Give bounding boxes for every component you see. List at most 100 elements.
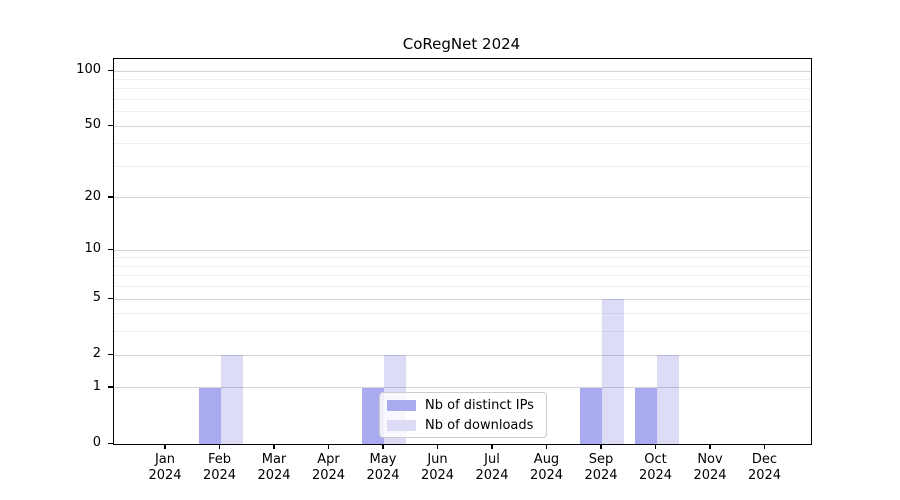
- x-tick-month: May: [369, 452, 397, 467]
- x-tick-mark: [491, 444, 493, 449]
- x-tick-month: Dec: [751, 452, 778, 467]
- x-tick-mark: [382, 444, 384, 449]
- bar-distinct-ips-sep: [580, 387, 602, 444]
- y-tick-label: 10: [84, 241, 101, 257]
- minor-gridline: [114, 165, 811, 167]
- legend-item-distinct-ips: Nb of distinct IPs: [387, 398, 539, 413]
- x-tick-label: May 2024: [348, 452, 418, 484]
- x-tick-mark: [654, 444, 657, 449]
- x-tick-month: Mar: [261, 452, 287, 467]
- y-tick-label: 50: [84, 117, 101, 133]
- y-tick-mark: [108, 69, 113, 71]
- minor-gridline: [114, 78, 811, 80]
- major-gridline: [114, 387, 811, 389]
- x-tick-mark: [709, 444, 711, 449]
- legend-label-downloads: Nb of downloads: [425, 417, 534, 433]
- x-tick-month: Nov: [697, 452, 723, 467]
- x-tick-month: Jun: [427, 452, 448, 467]
- minor-gridline: [114, 143, 811, 145]
- bar-distinct-ips-may: [362, 387, 384, 444]
- major-gridline: [114, 298, 811, 300]
- minor-gridline: [114, 313, 811, 315]
- x-tick-year: 2024: [693, 468, 727, 483]
- x-tick-year: 2024: [366, 468, 400, 483]
- minor-gridline: [114, 286, 811, 288]
- y-tick-label: 2: [92, 346, 101, 362]
- legend-label-distinct-ips: Nb of distinct IPs: [425, 397, 534, 413]
- x-tick-month: Jan: [154, 452, 176, 467]
- x-tick-year: 2024: [747, 468, 782, 483]
- x-tick-mark: [436, 444, 439, 449]
- legend-swatch-distinct-ips: [387, 399, 416, 411]
- y-tick-mark: [108, 196, 113, 198]
- x-tick-mark: [164, 444, 166, 449]
- y-tick-mark: [108, 248, 113, 250]
- y-tick-mark: [108, 386, 113, 388]
- x-tick-year: 2024: [638, 468, 673, 483]
- x-tick-month: Jul: [484, 452, 500, 467]
- bar-downloads-oct: [656, 355, 679, 444]
- y-tick-label: 0: [92, 434, 101, 450]
- minor-gridline: [114, 111, 811, 113]
- x-tick-label: Mar 2024: [239, 452, 309, 484]
- y-tick-mark: [108, 124, 113, 127]
- x-tick-label: Feb 2024: [185, 452, 255, 484]
- y-tick-label: 20: [84, 188, 101, 204]
- major-gridline: [114, 249, 811, 251]
- chart-title: CoRegNet 2024: [402, 35, 521, 53]
- y-tick-label: 1: [92, 378, 101, 394]
- legend-swatch-downloads: [387, 419, 416, 431]
- minor-gridline: [114, 88, 811, 90]
- minor-gridline: [114, 257, 811, 259]
- plot-area: Nb of distinct IPs Nb of downloads: [113, 58, 812, 445]
- bar-distinct-ips-feb: [198, 387, 221, 444]
- x-tick-label: Jul 2024: [457, 452, 527, 484]
- x-tick-year: 2024: [420, 468, 455, 483]
- legend-item-downloads: Nb of downloads: [387, 418, 539, 433]
- major-gridline: [114, 197, 811, 199]
- x-tick-year: 2024: [475, 468, 509, 483]
- x-tick-label: Aug 2024: [512, 452, 582, 484]
- x-tick-month: Aug: [533, 452, 560, 467]
- x-axis: Jan 2024 Feb 2024 Mar 2024 Apr 2024 May 2024 Jun 20…: [113, 444, 810, 500]
- x-tick-year: 2024: [148, 468, 182, 483]
- x-tick-mark: [763, 444, 766, 449]
- x-tick-mark: [327, 444, 330, 449]
- x-tick-year: 2024: [584, 468, 618, 483]
- x-tick-label: Jun 2024: [403, 452, 473, 484]
- legend: Nb of distinct IPs Nb of downloads: [379, 392, 547, 438]
- y-tick-label: 100: [76, 61, 101, 77]
- y-tick-label: 5: [92, 290, 101, 306]
- minor-gridline: [114, 275, 811, 277]
- x-tick-mark: [218, 444, 221, 449]
- x-tick-year: 2024: [311, 468, 346, 483]
- y-axis: 0 1 2 5 10 20 50 100: [0, 58, 113, 450]
- x-tick-label: Dec 2024: [730, 452, 800, 484]
- x-tick-mark: [545, 444, 548, 449]
- x-tick-label: Nov 2024: [675, 452, 745, 484]
- x-tick-year: 2024: [529, 468, 564, 483]
- minor-gridline: [114, 98, 811, 100]
- major-gridline: [114, 125, 811, 127]
- bar-distinct-ips-oct: [634, 387, 657, 444]
- x-tick-year: 2024: [257, 468, 291, 483]
- bar-downloads-sep: [602, 299, 624, 444]
- x-tick-year: 2024: [202, 468, 237, 483]
- x-tick-label: Apr 2024: [294, 452, 364, 484]
- x-tick-mark: [273, 444, 275, 449]
- x-tick-mark: [600, 444, 602, 449]
- major-gridline: [114, 354, 811, 356]
- major-gridline: [114, 70, 811, 72]
- x-tick-month: Sep: [588, 452, 614, 467]
- y-tick-mark: [108, 297, 113, 299]
- bar-downloads-feb: [220, 355, 243, 444]
- x-tick-month: Oct: [644, 452, 667, 467]
- y-tick-mark: [108, 442, 113, 444]
- x-tick-label: Oct 2024: [621, 452, 691, 484]
- x-tick-month: Apr: [317, 452, 340, 467]
- x-tick-label: Jan 2024: [130, 452, 200, 484]
- x-tick-month: Feb: [207, 452, 232, 467]
- y-tick-mark: [108, 353, 113, 355]
- x-tick-label: Sep 2024: [566, 452, 636, 484]
